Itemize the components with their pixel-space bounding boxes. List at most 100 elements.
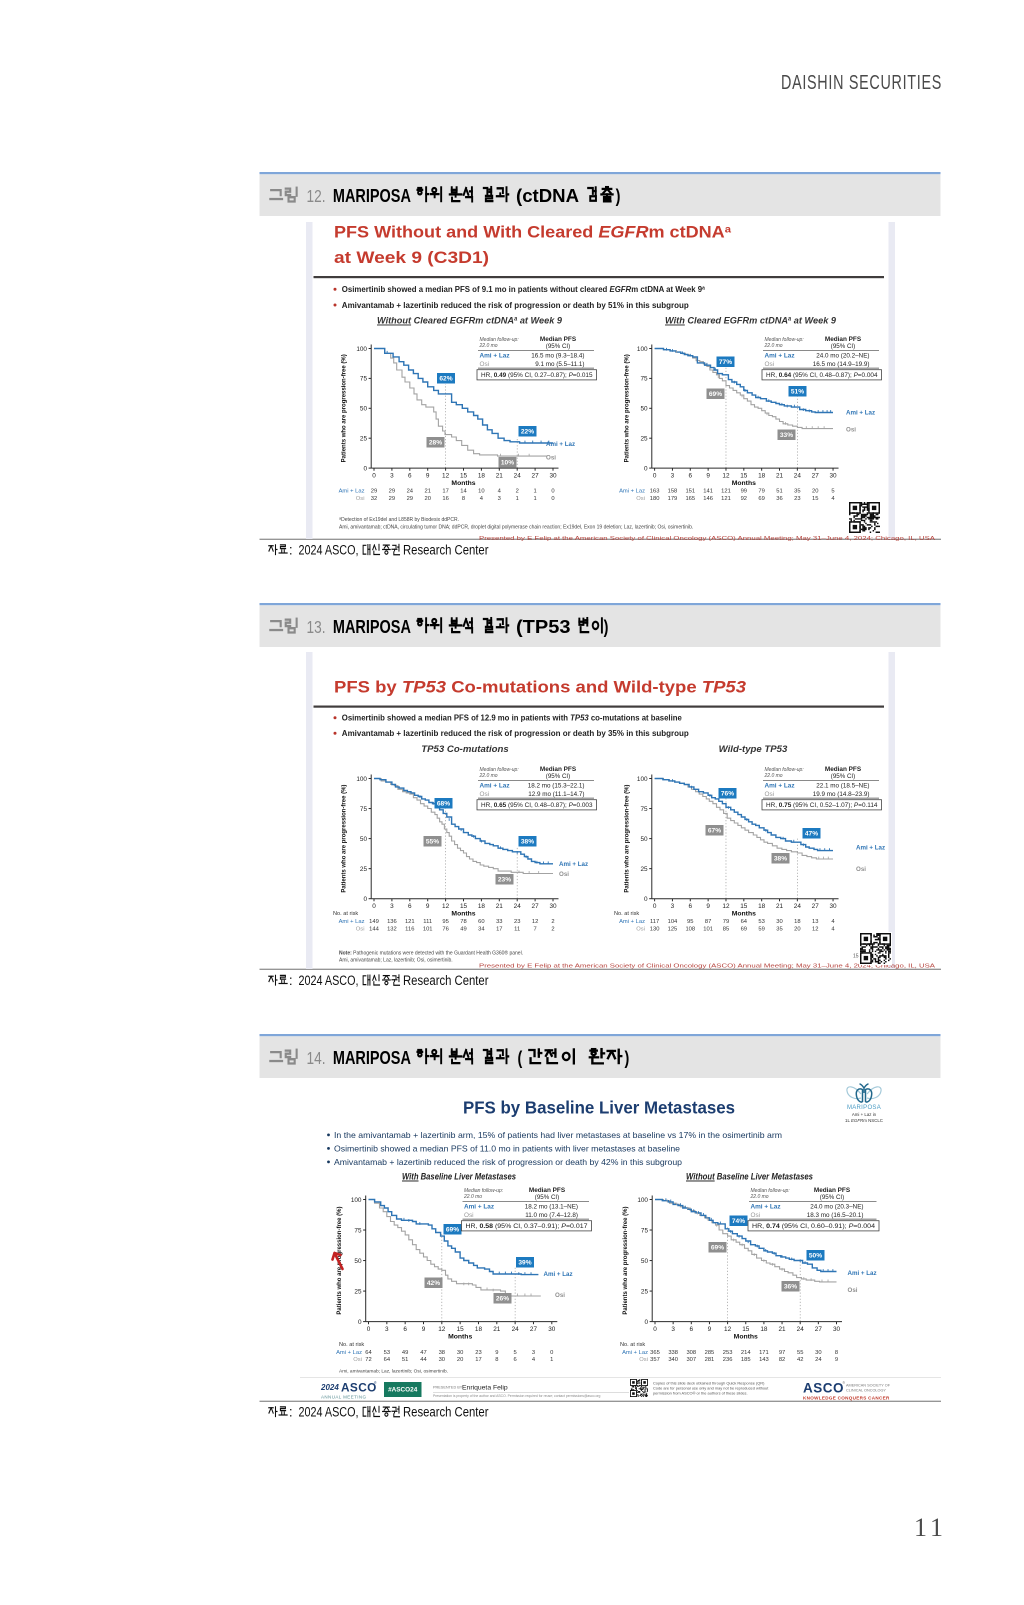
svg-text:2: 2 [551,919,554,925]
svg-text:Presentation is property of th: Presentation is property of the author a… [433,1394,601,1398]
svg-text:49: 49 [402,1350,408,1356]
svg-text:116: 116 [405,927,414,933]
svg-text:Osimertinib showed a median PF: Osimertinib showed a median PFS of 9.1 m… [342,285,705,294]
svg-text:180: 180 [650,496,660,502]
svg-text:0: 0 [358,1319,362,1326]
svg-text:1L EGFRm NSCLC: 1L EGFRm NSCLC [845,1118,883,1123]
svg-text:Ami + Laz: Ami + Laz [765,353,795,360]
svg-text:HR, 0.65 (95% CI, 0.48–0.87);: HR, 0.65 (95% CI, 0.48–0.87); P=0.003 [481,802,593,809]
svg-text:Ami, amivantamab; Laz, lazerti: Ami, amivantamab; Laz, lazertinib; Osi, … [339,1369,448,1375]
svg-text:23: 23 [794,496,800,502]
svg-text:39%: 39% [518,1260,531,1267]
svg-text:79: 79 [758,489,764,495]
svg-text:9: 9 [426,473,430,480]
svg-text:6: 6 [408,903,412,910]
svg-text:365: 365 [650,1350,660,1356]
svg-text:158: 158 [668,489,678,495]
svg-text:163: 163 [650,489,660,495]
svg-text:(95% CI): (95% CI) [546,773,570,780]
svg-text:22.0 mo: 22.0 mo [479,343,498,349]
svg-text:13: 13 [812,919,818,925]
svg-text:at Week 9 (C3D1): at Week 9 (C3D1) [334,248,489,267]
svg-text:Ami + Laz: Ami + Laz [559,861,588,868]
svg-text:With Cleared EGFRm ctDNAa at W: With Cleared EGFRm ctDNAa at Week 9 [665,316,837,327]
svg-text:Months: Months [451,911,475,918]
svg-text:69%: 69% [709,391,722,398]
svg-text:26%: 26% [496,1296,509,1303]
svg-text:21: 21 [493,1326,501,1333]
svg-text:20: 20 [812,489,818,495]
svg-text:25: 25 [641,1288,649,1295]
svg-text:3: 3 [390,473,394,480]
svg-text:MARIPOSA: MARIPOSA [333,616,411,637]
svg-text:ASCO: ASCO [803,1381,844,1396]
svg-text:15: 15 [457,1326,465,1333]
svg-text:HR, 0.74 (95% CI, 0.60–0.91);: HR, 0.74 (95% CI, 0.60–0.91); P=0.004 [752,1223,876,1230]
svg-text:Osimertinib showed a median PF: Osimertinib showed a median PFS of 12.9 … [342,714,683,723]
svg-text:9: 9 [422,1326,426,1333]
svg-text:171: 171 [759,1350,769,1356]
svg-text:42: 42 [797,1357,803,1363]
svg-text:Patients who are progression-f: Patients who are progression-free (%) [625,354,631,462]
svg-text:Ami + Laz: Ami + Laz [622,1350,648,1356]
svg-text:22.0 mo: 22.0 mo [463,1194,482,1200]
svg-text:20: 20 [457,1357,463,1363]
svg-text:101: 101 [703,927,713,933]
svg-text:Without Cleared EGFRm ctDNAa a: Without Cleared EGFRm ctDNAa at Week 9 [377,316,563,327]
svg-text:18: 18 [478,473,486,480]
svg-text:50: 50 [360,406,368,413]
svg-text:Median follow-up:: Median follow-up: [480,337,520,343]
svg-text:64: 64 [365,1350,372,1356]
svg-text:0: 0 [363,896,367,903]
svg-text:32: 32 [371,496,377,502]
svg-text:38: 38 [439,1350,445,1356]
svg-text:3: 3 [671,473,675,480]
svg-text::: : [289,543,293,558]
svg-text:22%: 22% [521,429,534,436]
svg-text:64: 64 [741,919,748,925]
svg-text:Median PFS: Median PFS [540,766,577,773]
svg-text:With Baseline Liver Metastases: With Baseline Liver Metastases [402,1172,516,1183]
svg-text:DAISHIN SECURITIES: DAISHIN SECURITIES [781,71,942,94]
svg-text:144: 144 [369,927,379,933]
svg-text:Research Center: Research Center [403,973,489,988]
svg-text:74%: 74% [732,1218,745,1225]
svg-text:125: 125 [668,927,678,933]
svg-text:4: 4 [532,1357,536,1363]
svg-text:30: 30 [549,903,557,910]
svg-text:Osi: Osi [480,791,490,798]
svg-text:Median follow-up:: Median follow-up: [765,337,805,343]
svg-text:Osi: Osi [464,1212,474,1219]
svg-text:146: 146 [703,496,713,502]
svg-text:Ami + Laz: Ami + Laz [856,845,885,852]
svg-text:149: 149 [369,919,379,925]
svg-text:Osi: Osi [636,496,645,502]
svg-text:27: 27 [530,1326,538,1333]
svg-text:38%: 38% [521,839,534,846]
svg-text:6: 6 [689,473,693,480]
svg-text:): ) [604,616,609,637]
svg-text:25: 25 [360,866,368,873]
svg-text:13.: 13. [307,617,326,637]
svg-text:165: 165 [685,496,695,502]
svg-text:132: 132 [387,927,397,933]
svg-text:HR, 0.49 (95% CI, 0.27–0.87);: HR, 0.49 (95% CI, 0.27–0.87); P=0.015 [481,372,593,379]
svg-text:23%: 23% [498,877,511,884]
svg-text:15: 15 [460,473,468,480]
svg-text:18: 18 [475,1326,483,1333]
svg-text:14: 14 [460,489,467,495]
svg-text:30: 30 [549,473,557,480]
svg-text:Osi: Osi [848,1287,858,1294]
svg-text:22.0 mo: 22.0 mo [764,773,783,779]
svg-text:18.2 mo (13.1–NE): 18.2 mo (13.1–NE) [525,1204,578,1211]
svg-text:62%: 62% [439,376,452,383]
svg-text:130: 130 [650,927,660,933]
svg-text:29: 29 [371,489,377,495]
svg-text:308: 308 [686,1350,696,1356]
svg-text:Median follow-up:: Median follow-up: [765,767,805,773]
svg-text:12: 12 [722,903,730,910]
svg-text:Research Center: Research Center [403,1405,489,1420]
svg-text:Osi: Osi [636,927,645,933]
svg-text:104: 104 [668,919,678,925]
svg-text:100: 100 [637,346,648,353]
